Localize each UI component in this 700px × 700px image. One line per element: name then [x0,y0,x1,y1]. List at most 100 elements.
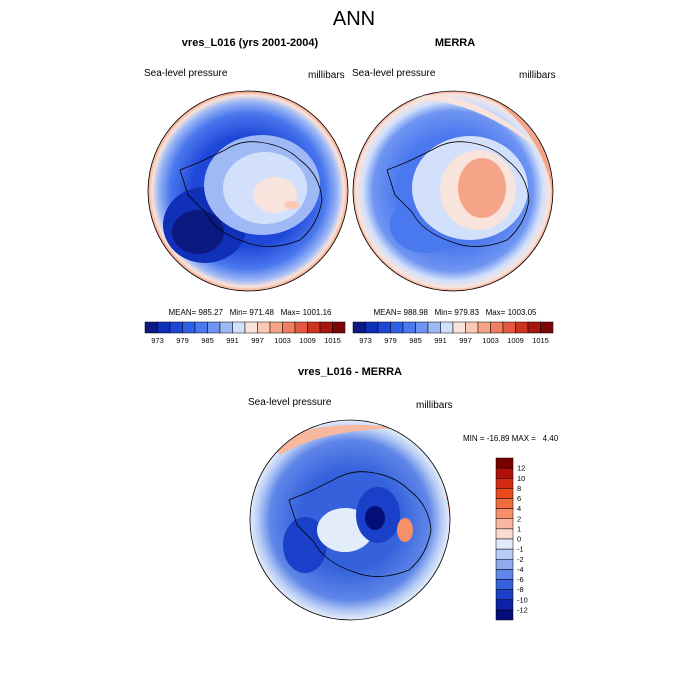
colorbar-swatch [244,321,258,334]
panel-2-stats: MEAN= 988.98 Min= 979.83 Max= 1003.05 [373,308,537,317]
panel-1-stats: MEAN= 985.27 Min= 971.48 Max= 1001.16 [168,308,332,317]
colorbar-swatch [502,321,516,334]
panel-3-right-label: millibars [416,400,453,411]
colorbar-swatch [219,321,233,334]
colorbar-tick-label: 973 [151,336,164,345]
coastline-3 [288,471,432,577]
colorbar-reanalysis: 973 979 985 991 997 1003 1009 1015 [352,321,554,345]
panel-1-left-label: Sea-level pressure [144,68,228,79]
colorbar-swatch [477,321,491,334]
colorbar-swatch [144,321,158,334]
colorbar-tick-label: 985 [201,336,214,345]
colorbar-tick-label: 0 [517,535,521,544]
colorbar-swatch [495,528,514,540]
map-reanalysis [353,91,553,291]
coastline-1 [179,141,323,247]
colorbar-swatch [307,321,321,334]
colorbar-swatch [495,538,514,550]
colorbar-tick-label: -1 [517,545,524,554]
colorbar-swatch [402,321,416,334]
colorbar-swatch [495,518,514,530]
colorbar-tick-label: 997 [251,336,264,345]
colorbar-swatch [269,321,283,334]
colorbar-swatch [232,321,246,334]
colorbar-tick-label: 4 [517,504,521,513]
panel-1-right-label: millibars [308,70,345,81]
map-difference [250,420,450,620]
colorbar-swatch [390,321,404,334]
colorbar-tick-label: -8 [517,585,524,594]
colorbar-tick-label: 10 [517,474,525,483]
panel-2-title: MERRA [434,37,476,49]
colorbar-swatch [495,559,514,570]
colorbar-tick-label: -6 [517,575,524,584]
colorbar-swatch [319,321,333,334]
coastline-2 [386,141,530,247]
colorbar-swatch [169,321,183,334]
colorbar-tick-label: -4 [517,565,524,574]
colorbar-swatch [332,321,346,334]
colorbar-swatch [495,548,514,560]
colorbar-swatch [157,321,171,334]
colorbar-swatch [495,508,514,519]
colorbar-swatch [495,457,514,469]
colorbar-tick-label: 2 [517,514,521,523]
panel-1-title: vres_L016 (yrs 2001-2004) [181,37,319,49]
colorbar-tick-label: 991 [226,336,239,345]
page-title: ANN [332,8,376,30]
colorbar-swatch [257,321,271,334]
panel-2-left-label: Sea-level pressure [352,68,436,79]
colorbar-swatch [495,599,514,611]
panel-3-left-label: Sea-level pressure [248,397,332,408]
colorbar-swatch [282,321,296,334]
colorbar-tick-label: 979 [176,336,189,345]
colorbar-tick-label: -12 [517,605,528,614]
colorbar-tick-label: 1003 [274,336,291,345]
colorbar-swatch [377,321,391,334]
colorbar-tick-label: 1015 [532,336,549,345]
colorbar-tick-label: 973 [359,336,372,345]
colorbar-tick-label: 1009 [507,336,524,345]
colorbar-tick-label: 991 [434,336,447,345]
colorbar-swatch [495,609,514,621]
colorbar-swatch [452,321,466,334]
colorbar-swatch [427,321,441,334]
colorbar-swatch [495,498,514,509]
colorbar-swatch [527,321,541,334]
colorbar-swatch [495,569,514,580]
colorbar-swatch [465,321,479,334]
panel-2-right-label: millibars [519,70,556,81]
colorbar-swatch [495,488,514,499]
colorbar-swatch [294,321,308,334]
colorbar-swatch [415,321,429,334]
colorbar-tick-label: 8 [517,484,521,493]
colorbar-swatch [490,321,504,334]
panel-3-title: vres_L016 - MERRA [298,366,402,378]
colorbar-swatch [495,579,514,590]
colorbar-swatch [495,467,514,479]
colorbar-tick-label: 979 [384,336,397,345]
colorbar-tick-label: -10 [517,595,528,604]
colorbar-swatch [495,589,514,600]
colorbar-tick-label: 1009 [299,336,316,345]
colorbar-tick-label: 1 [517,524,521,533]
colorbar-swatch [495,478,514,489]
colorbar-swatch [182,321,196,334]
map-model [148,91,348,291]
colorbar-tick-label: -2 [517,555,524,564]
colorbar-swatch [540,321,554,334]
colorbar-tick-label: 985 [409,336,422,345]
colorbar-tick-label: 6 [517,494,521,503]
colorbar-swatch [515,321,529,334]
colorbar-swatch [194,321,208,334]
colorbar-tick-label: 12 [517,464,525,473]
colorbar-swatch [352,321,366,334]
colorbar-tick-label: 1015 [324,336,341,345]
colorbar-swatch [365,321,379,334]
colorbar-swatch [440,321,454,334]
colorbar-tick-label: 1003 [482,336,499,345]
colorbar-model: 973 979 985 991 997 1003 1009 1015 [144,321,346,345]
colorbar-swatch [207,321,221,334]
